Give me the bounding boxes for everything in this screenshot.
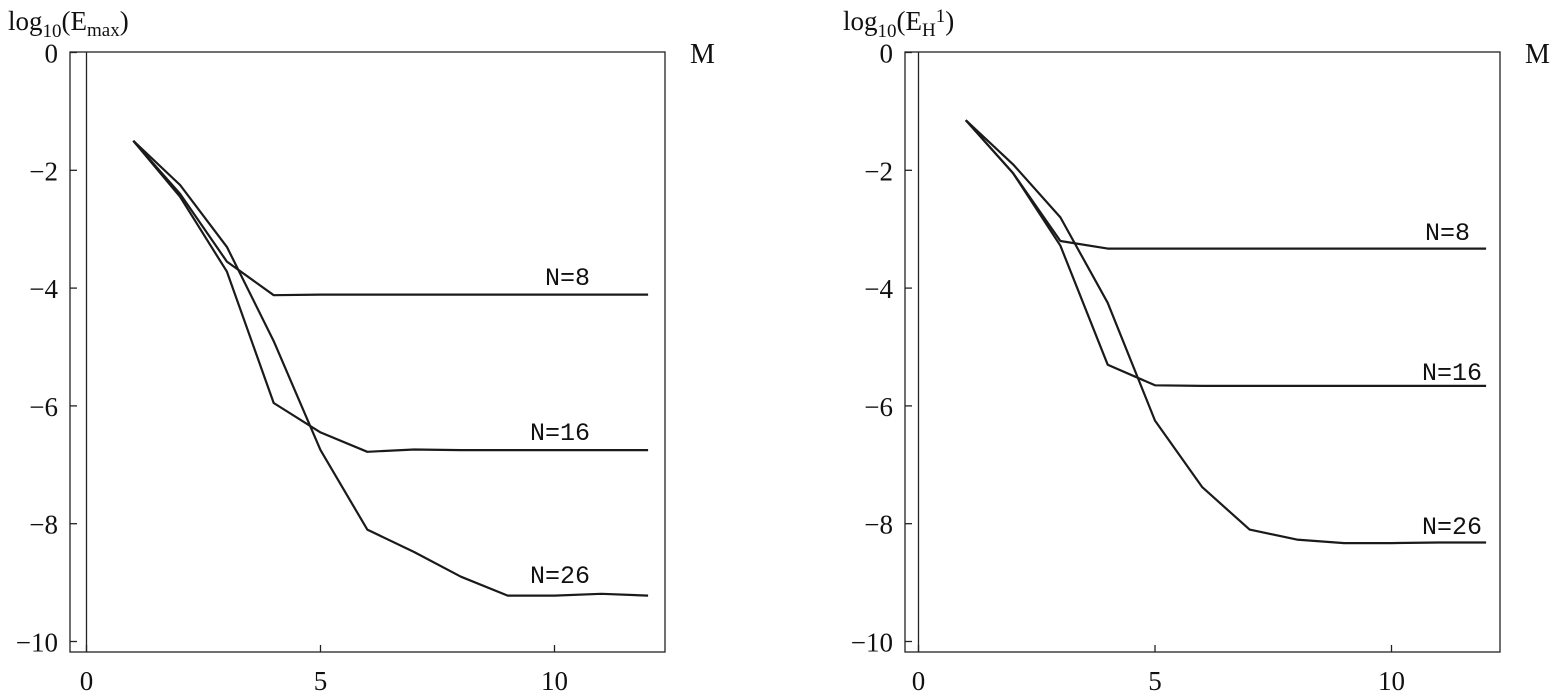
y-tick-label: 0 [45, 39, 59, 69]
x-tick-label: 5 [314, 666, 328, 693]
x-tick-label: 0 [912, 666, 926, 693]
plot-frame [69, 51, 666, 653]
y-tick-label: −10 [16, 628, 58, 658]
y-tick-label: 0 [880, 39, 894, 69]
y-tick-label: −4 [29, 274, 58, 304]
series-line-n-16 [132, 140, 649, 453]
series-label-n-26: N=26 [1422, 513, 1482, 542]
series-label-n-8: N=8 [1425, 219, 1470, 248]
x-tick-label: 10 [541, 666, 568, 693]
series-line-n-26 [132, 140, 649, 597]
y-tick-label: −10 [851, 628, 893, 658]
y-tick-label: −8 [29, 510, 58, 540]
y-tick-label: −4 [864, 274, 893, 304]
y-axis-label: log10(EH1) [843, 6, 954, 42]
series-line-n-8 [964, 119, 1487, 250]
chart-h1-error: 0 −2 −4 −6 −8 −10 0 5 10 log10(EH1) M N=8 N=16 N=26 [843, 6, 1550, 693]
series-label-n-16: N=16 [1422, 359, 1482, 388]
plot-frame [904, 51, 1501, 653]
series-line-n-26 [965, 119, 1487, 545]
chart-max-error: 0 −2 −4 −6 −8 −10 0 5 10 log10(Emax) M N=8 N=16 N=26 [8, 6, 715, 693]
series-line-n-8 [132, 140, 649, 297]
y-tick-label: −8 [864, 510, 893, 540]
x-tick-label: 0 [80, 666, 94, 693]
series-label-n-8: N=8 [545, 264, 590, 293]
y-tick-label: −2 [864, 156, 893, 186]
y-axis-label: log10(Emax) [8, 6, 129, 42]
y-tick-label: −6 [864, 392, 893, 422]
x-tick-label: 5 [1148, 666, 1162, 693]
x-axis-label: M [690, 39, 715, 70]
series-line-n-16 [964, 119, 1487, 387]
x-tick-label: 10 [1378, 666, 1405, 693]
y-tick-label: −6 [29, 392, 58, 422]
x-axis-label: M [1525, 39, 1550, 70]
series-label-n-16: N=16 [530, 419, 590, 448]
series-label-n-26: N=26 [530, 562, 590, 591]
y-tick-label: −2 [29, 156, 58, 186]
